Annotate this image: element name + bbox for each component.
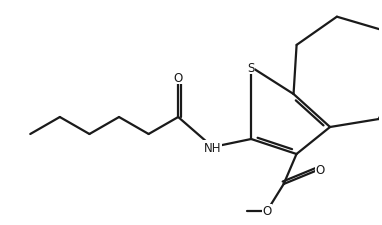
Text: O: O xyxy=(173,71,183,84)
Text: O: O xyxy=(262,205,272,218)
Text: S: S xyxy=(248,61,255,74)
Text: O: O xyxy=(316,163,325,176)
Text: NH: NH xyxy=(204,141,222,154)
